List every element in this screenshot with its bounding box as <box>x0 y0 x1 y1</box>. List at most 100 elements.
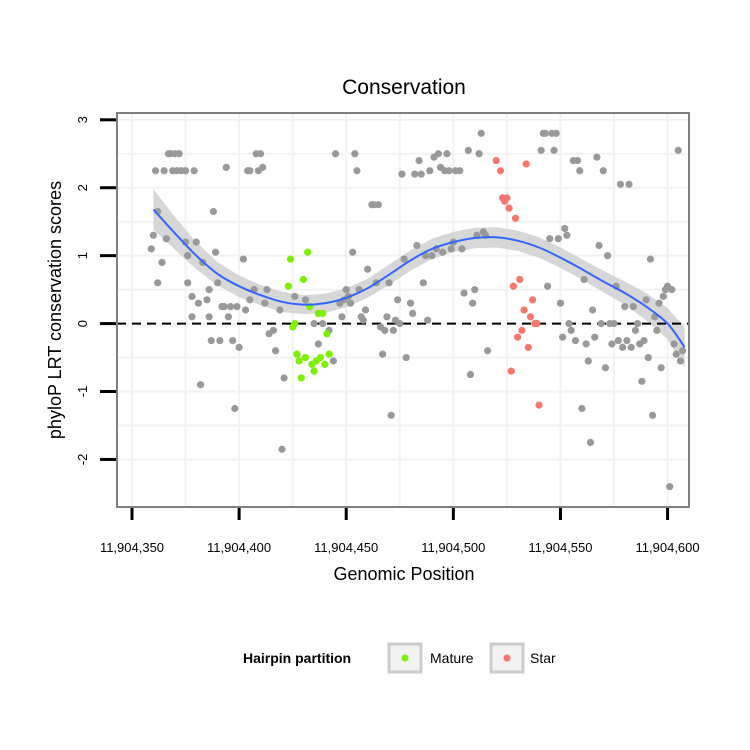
point-star <box>529 296 537 304</box>
point-other <box>610 319 618 328</box>
point-other <box>621 303 629 311</box>
point-other <box>194 299 203 307</box>
plot-panel <box>116 112 690 508</box>
point-other <box>259 163 267 171</box>
point-star <box>522 160 530 168</box>
point-other <box>608 340 616 348</box>
point-other <box>207 336 215 345</box>
point-other <box>638 377 646 385</box>
point-other <box>445 167 453 175</box>
point-star <box>526 313 535 321</box>
point-other <box>239 255 247 263</box>
point-star <box>507 367 515 375</box>
point-mature <box>295 357 303 365</box>
point-other <box>175 150 183 158</box>
point-other <box>396 319 404 328</box>
point-other <box>623 336 631 345</box>
point-other <box>374 201 382 209</box>
point-star <box>505 204 513 212</box>
plot-border <box>116 112 690 508</box>
point-other <box>229 336 237 345</box>
point-other <box>554 235 562 243</box>
point-other <box>595 241 603 250</box>
point-other <box>349 248 357 256</box>
point-other <box>552 129 560 137</box>
legend-label-mature: Mature <box>430 650 474 666</box>
point-star <box>509 282 517 290</box>
point-other <box>676 357 685 365</box>
point-other <box>556 299 565 307</box>
point-star <box>514 333 522 341</box>
point-other <box>477 129 485 137</box>
point-other <box>398 170 406 178</box>
point-other <box>214 279 222 287</box>
point-other <box>466 370 475 379</box>
point-other <box>411 170 419 178</box>
point-other <box>192 238 200 246</box>
point-other <box>541 129 550 137</box>
point-other <box>222 163 230 171</box>
point-star <box>496 167 505 175</box>
point-mature <box>321 360 329 368</box>
point-other <box>458 245 466 253</box>
point-other <box>603 252 612 260</box>
point-other <box>678 347 687 355</box>
point-other <box>241 306 250 314</box>
x-axis-label: Genomic Position <box>333 564 474 584</box>
point-other <box>655 299 663 307</box>
point-other <box>235 343 243 351</box>
point-star <box>511 214 520 222</box>
point-other <box>640 336 648 345</box>
point-other <box>310 319 318 328</box>
point-other <box>627 343 635 351</box>
point-other <box>601 364 610 372</box>
point-mature <box>323 330 331 338</box>
point-other <box>618 343 627 351</box>
point-other <box>642 296 650 304</box>
point-other <box>456 167 464 175</box>
y-tick-label: -2 <box>75 454 90 466</box>
point-other <box>439 248 447 256</box>
point-other <box>209 207 218 216</box>
point-other <box>567 326 575 334</box>
y-tick-label: 2 <box>75 184 90 191</box>
point-other <box>331 150 340 158</box>
smooth-line <box>152 208 686 348</box>
point-other <box>424 316 432 324</box>
point-other <box>385 279 393 287</box>
point-other <box>211 248 220 256</box>
point-other <box>561 224 569 233</box>
legend: Hairpin partition Mature Star <box>243 642 556 674</box>
point-mature <box>293 350 301 358</box>
point-other <box>657 364 665 372</box>
point-other <box>394 296 402 304</box>
point-other <box>353 167 361 175</box>
point-other <box>263 286 271 294</box>
point-other <box>631 326 640 334</box>
point-other <box>648 411 657 419</box>
point-other <box>301 296 310 304</box>
legend-dot-mature <box>401 654 409 662</box>
point-other <box>550 146 558 154</box>
point-other <box>586 438 595 447</box>
point-other <box>342 286 350 294</box>
point-other <box>576 167 584 175</box>
point-other <box>674 146 682 154</box>
point-mature <box>297 374 305 382</box>
x-tick-label: 11,904,450 <box>314 540 378 555</box>
point-other <box>184 252 192 260</box>
point-other <box>276 306 284 314</box>
point-star <box>518 326 526 334</box>
point-star <box>533 319 541 328</box>
point-other <box>151 167 160 175</box>
point-other <box>584 357 592 365</box>
point-other <box>666 483 674 491</box>
point-star <box>524 343 532 351</box>
point-other <box>544 282 552 290</box>
y-tick-label: 1 <box>75 252 90 259</box>
point-other <box>233 303 241 311</box>
y-axis-label: phyloP LRT conservation scores <box>45 181 65 439</box>
point-other <box>261 299 269 307</box>
point-other <box>646 255 655 263</box>
point-other <box>203 296 211 304</box>
